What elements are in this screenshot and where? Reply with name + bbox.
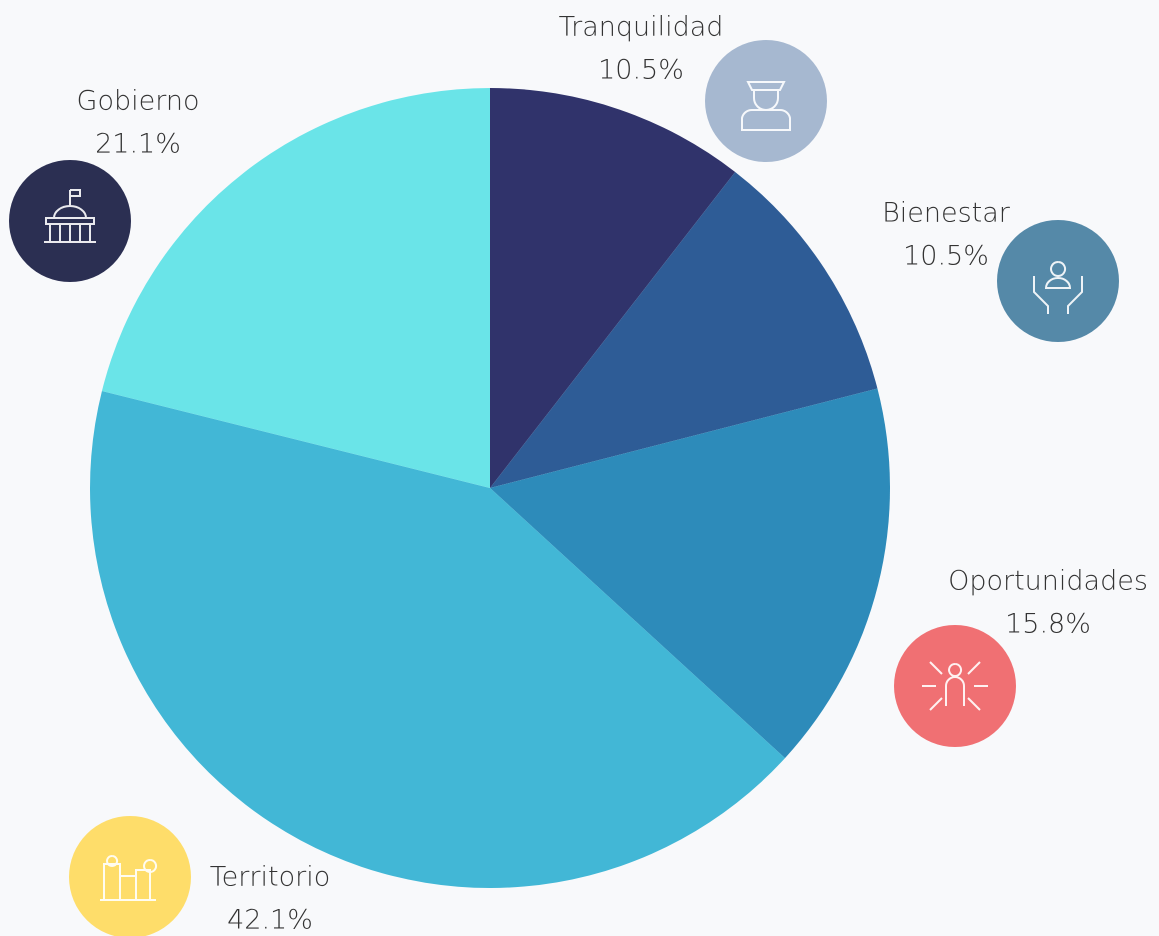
pie-slice <box>101 88 490 488</box>
slice-value-label: 42.1% <box>227 905 313 936</box>
slice-label: Bienestar <box>882 198 1011 229</box>
icon-bienestar <box>997 220 1119 342</box>
slice-value-label: 10.5% <box>598 55 684 86</box>
pie-slice <box>490 88 736 488</box>
slice-value-label: 10.5% <box>903 241 989 272</box>
icons <box>9 40 1119 936</box>
slices <box>90 88 890 888</box>
slice-label: Tranquilidad <box>559 12 724 43</box>
pie-slice <box>490 388 890 759</box>
icon-gobierno <box>9 160 131 282</box>
slice-label: Territorio <box>210 862 330 893</box>
slice-label: Oportunidades <box>948 566 1148 597</box>
pie-slice <box>490 171 878 488</box>
pie-slice <box>90 390 786 888</box>
icon-territorio <box>69 816 191 936</box>
slice-value-label: 15.8% <box>1005 609 1091 640</box>
slice-value-label: 21.1% <box>95 129 181 160</box>
icon-oportunidades <box>894 625 1016 747</box>
icon-tranquilidad <box>705 40 827 162</box>
slice-label: Gobierno <box>77 86 200 117</box>
